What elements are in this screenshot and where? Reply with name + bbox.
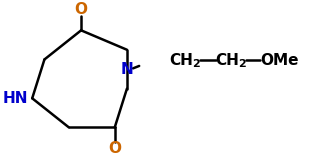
Text: CH: CH — [216, 53, 239, 68]
Text: HN: HN — [3, 91, 28, 106]
Text: 2: 2 — [238, 59, 246, 69]
Text: O: O — [108, 141, 121, 156]
Text: CH: CH — [170, 53, 194, 68]
Text: 2: 2 — [192, 59, 200, 69]
Text: N: N — [121, 62, 133, 77]
Text: O: O — [74, 2, 88, 17]
Text: OMe: OMe — [260, 53, 298, 68]
